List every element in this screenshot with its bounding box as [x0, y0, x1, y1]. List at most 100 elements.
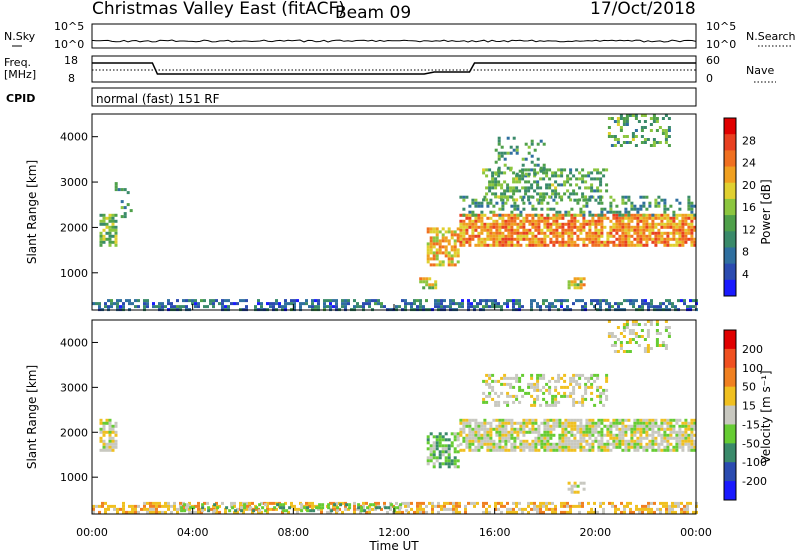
- heatmap-cell: [582, 219, 586, 223]
- heatmap-cell: [625, 141, 629, 144]
- heatmap-cell: [459, 240, 463, 244]
- heatmap-cell: [474, 222, 478, 226]
- heatmap-cell: [437, 501, 440, 505]
- heatmap-cell: [447, 242, 451, 246]
- heatmap-cell: [557, 376, 561, 380]
- heatmap-cell: [465, 195, 469, 199]
- heatmap-cell: [537, 222, 541, 226]
- heatmap-cell: [329, 302, 332, 306]
- heatmap-cell: [375, 506, 379, 510]
- heatmap-cell: [504, 213, 508, 217]
- heatmap-cell: [557, 400, 561, 404]
- heatmap-cell: [687, 228, 691, 232]
- heatmap-cell: [303, 506, 307, 510]
- heatmap-cell: [471, 219, 475, 223]
- heatmap-cell: [212, 305, 215, 309]
- heatmap-cell: [515, 148, 519, 152]
- heatmap-cell: [477, 424, 481, 428]
- heatmap-cell: [543, 418, 547, 422]
- heatmap-cell: [102, 234, 106, 238]
- heatmap-cell: [507, 439, 511, 443]
- heatmap-cell: [648, 234, 652, 238]
- heatmap-cell: [531, 427, 535, 431]
- heatmap-cell: [108, 421, 112, 425]
- heatmap-cell: [506, 299, 509, 303]
- heatmap-cell: [655, 323, 659, 326]
- heatmap-cell: [260, 305, 263, 309]
- heatmap-cell: [435, 257, 439, 261]
- heatmap-cell: [607, 126, 611, 129]
- heatmap-cell: [441, 435, 445, 439]
- heatmap-cell: [660, 436, 664, 440]
- heatmap-cell: [636, 439, 640, 443]
- heatmap-cell: [398, 510, 401, 514]
- heatmap-cell: [597, 237, 601, 241]
- heatmap-cell: [582, 481, 586, 485]
- heatmap-cell: [587, 198, 591, 202]
- heatmap-cell: [497, 154, 501, 158]
- heatmap-cell: [606, 439, 610, 443]
- heatmap-cell: [488, 376, 492, 380]
- heatmap-cell: [513, 436, 517, 440]
- heatmap-cell: [114, 433, 118, 437]
- heatmap-cell: [510, 228, 514, 232]
- heatmap-cell: [600, 240, 604, 244]
- heatmap-cell: [609, 424, 613, 428]
- heatmap-cell: [610, 135, 614, 138]
- heatmap-cell: [551, 171, 555, 175]
- heatmap-cell: [492, 448, 496, 452]
- heatmap-cell: [99, 231, 103, 235]
- heatmap-cell: [660, 216, 664, 220]
- heatmap-cell: [643, 114, 647, 117]
- heatmap-cell: [594, 424, 598, 428]
- heatmap-cell: [504, 418, 508, 422]
- heatmap-cell: [465, 418, 469, 422]
- heatmap-cell: [498, 222, 502, 226]
- heatmap-cell: [560, 171, 564, 175]
- heatmap-cell: [642, 448, 646, 452]
- heatmap-cell: [504, 225, 508, 229]
- heatmap-cell: [527, 504, 530, 508]
- heatmap-cell: [665, 501, 668, 505]
- colorbar-tick-label: 24: [742, 157, 756, 170]
- heatmap-cell: [494, 403, 498, 407]
- heatmap-cell: [661, 341, 665, 344]
- heatmap-cell: [245, 305, 248, 309]
- heatmap-cell: [549, 424, 553, 428]
- heatmap-cell: [525, 228, 529, 232]
- heatmap-cell: [683, 504, 686, 508]
- heatmap-cell: [668, 302, 671, 306]
- heatmap-cell: [114, 424, 118, 428]
- heatmap-cell: [668, 504, 671, 508]
- heatmap-cell: [102, 448, 106, 452]
- heatmap-cell: [651, 231, 655, 235]
- heatmap-cell: [690, 213, 694, 217]
- heatmap-cell: [441, 251, 445, 255]
- heatmap-cell: [278, 305, 281, 309]
- heatmap-cell: [690, 234, 694, 238]
- heatmap-cell: [555, 445, 559, 449]
- heatmap-cell: [659, 507, 662, 511]
- heatmap-cell: [542, 385, 546, 389]
- heatmap-cell: [609, 448, 613, 452]
- heatmap-cell: [661, 129, 665, 132]
- heatmap-cell: [489, 430, 493, 434]
- heatmap-cell: [549, 442, 553, 446]
- heatmap-cell: [652, 114, 656, 117]
- heatmap-cell: [590, 376, 594, 380]
- heatmap-cell: [599, 195, 603, 199]
- heatmap-cell: [480, 427, 484, 431]
- heatmap-cell: [116, 305, 119, 309]
- heatmap-cell: [498, 448, 502, 452]
- heatmap-cell: [546, 222, 550, 226]
- heatmap-cell: [540, 198, 544, 202]
- heatmap-cell: [567, 280, 571, 284]
- heatmap-cell: [426, 227, 430, 231]
- heatmap-cell: [450, 260, 454, 264]
- heatmap-cell: [438, 245, 442, 249]
- heatmap-cell: [504, 243, 508, 247]
- heatmap-cell: [621, 216, 625, 220]
- heatmap-cell: [276, 503, 280, 507]
- heatmap-cell: [365, 501, 368, 505]
- heatmap-cell: [482, 379, 486, 383]
